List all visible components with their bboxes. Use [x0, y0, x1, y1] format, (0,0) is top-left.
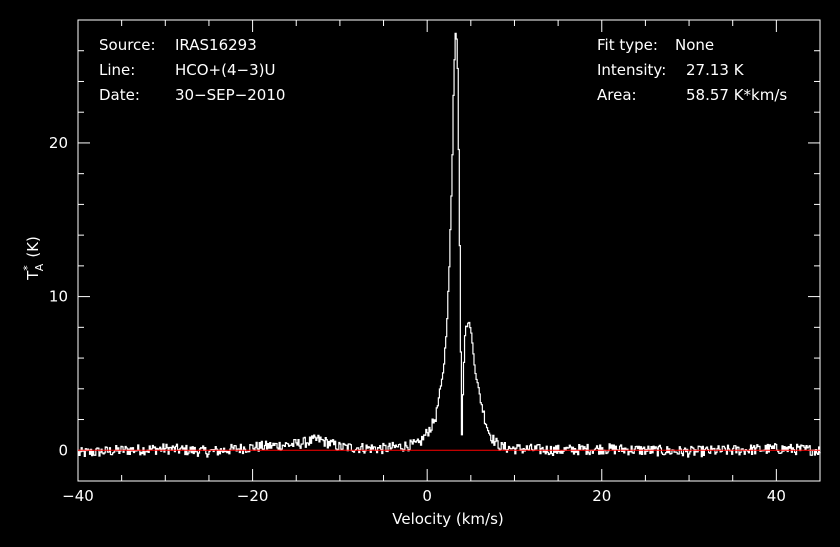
x-tick-label: −20 — [237, 487, 269, 505]
x-tick-label: 0 — [422, 487, 432, 505]
fit-type-label: Fit type: — [597, 36, 658, 54]
y-tick-label: 10 — [49, 288, 68, 306]
x-tick-label: 20 — [592, 487, 611, 505]
x-tick-label: −40 — [62, 487, 94, 505]
date-label: Date: — [99, 86, 140, 104]
intensity-value: 27.13 K — [686, 61, 745, 79]
axes: −40 −20 0 20 40 0 10 20 — [49, 19, 821, 505]
x-axis-label: Velocity (km/s) — [392, 510, 503, 528]
spectrum-line — [78, 32, 821, 458]
x-tick-label: 40 — [767, 487, 786, 505]
source-value: IRAS16293 — [175, 36, 257, 54]
y-axis-label-sub: A — [33, 263, 46, 271]
series-group — [78, 32, 821, 458]
svg-text:T*A(K): T*A (K) — [21, 236, 46, 281]
y-tick-label: 20 — [49, 134, 68, 152]
source-label: Source: — [99, 36, 156, 54]
y-tick-label: 0 — [58, 441, 68, 459]
fit-type-value: None — [675, 36, 714, 54]
y-axis-label-sup: * — [21, 265, 34, 271]
line-label: Line: — [99, 61, 135, 79]
intensity-label: Intensity: — [597, 61, 666, 79]
y-axis-label-unit: (K) — [24, 236, 42, 258]
area-value: 58.57 K*km/s — [686, 86, 787, 104]
area-label: Area: — [597, 86, 637, 104]
y-axis-label-main: T — [24, 270, 42, 281]
line-value: HCO+(4−3)U — [175, 61, 275, 79]
y-axis-label: T*A (K) — [21, 236, 46, 281]
plot-frame — [77, 19, 821, 482]
date-value: 30−SEP−2010 — [175, 86, 285, 104]
